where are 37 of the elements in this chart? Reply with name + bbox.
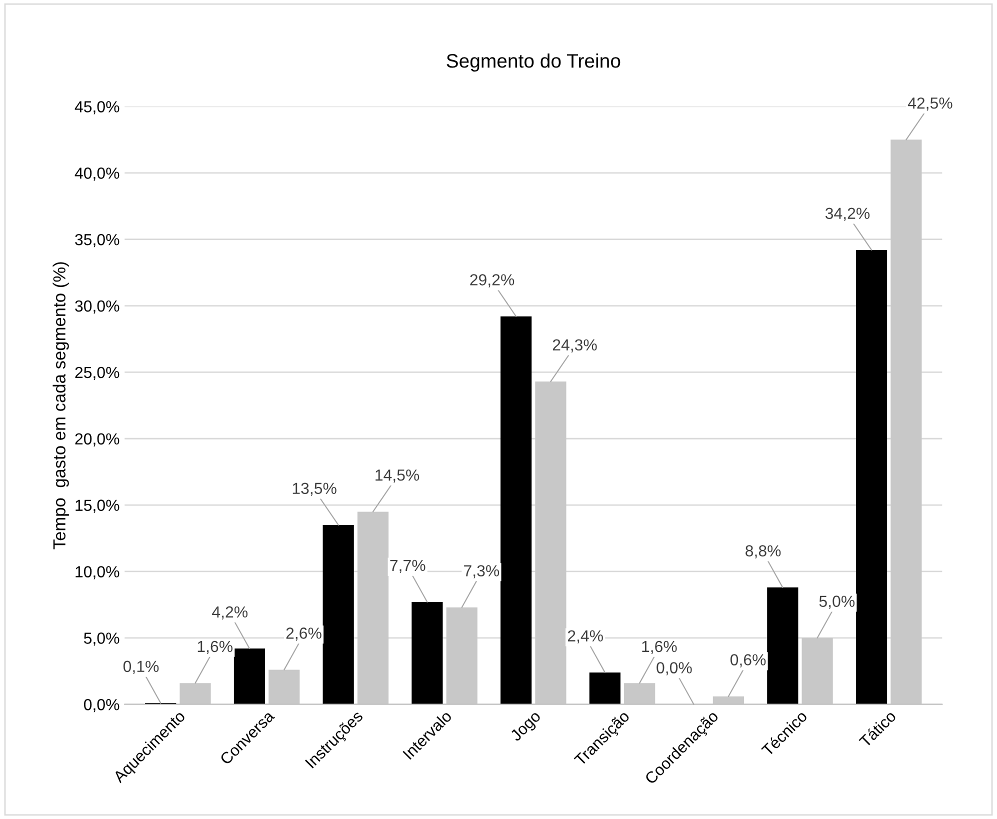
data-label: 2,4% (568, 630, 603, 644)
data-label: 24,3% (552, 339, 597, 352)
y-tick-label: 15,0% (76, 500, 120, 513)
y-tick-label: 35,0% (75, 234, 120, 248)
chart-title: Segmento do Treino (446, 53, 620, 72)
data-label: 0,1% (123, 660, 159, 674)
data-label: 1,6% (198, 640, 232, 654)
y-tick-label: 25,0% (75, 366, 120, 380)
data-label: 42,5% (908, 97, 952, 111)
data-label: 14,5% (376, 470, 420, 483)
data-label: 13,5% (292, 482, 336, 496)
bar (412, 602, 443, 704)
y-tick-label: 30,0% (75, 300, 120, 314)
data-label: 4,2% (212, 606, 248, 620)
data-label: 1,6% (642, 640, 677, 654)
y-tick-label: 5,0% (84, 632, 120, 646)
bar (234, 648, 266, 704)
data-label: 29,2% (470, 274, 514, 288)
y-tick-label: 10,0% (76, 566, 120, 580)
bar (322, 524, 354, 704)
data-label: 7,3% (464, 565, 500, 578)
y-tick-label: 45,0% (74, 101, 120, 114)
y-tick-label: 20,0% (75, 433, 120, 446)
data-label: 7,7% (390, 560, 426, 573)
bar (500, 316, 532, 704)
data-label: 0,0% (656, 662, 692, 676)
data-label: 2,6% (286, 628, 322, 641)
y-tick-label: 40,0% (74, 168, 120, 181)
bar (856, 250, 888, 704)
y-axis-title: Tempo gasto em cada segmento (%) (52, 262, 69, 550)
data-label: 5,0% (819, 596, 855, 609)
bar (767, 587, 798, 704)
bar (589, 672, 620, 704)
data-label: 8,8% (746, 545, 781, 558)
data-label: 34,2% (825, 208, 870, 221)
y-tick-label: 0,0% (84, 698, 120, 712)
data-label: 0,6% (730, 654, 766, 668)
